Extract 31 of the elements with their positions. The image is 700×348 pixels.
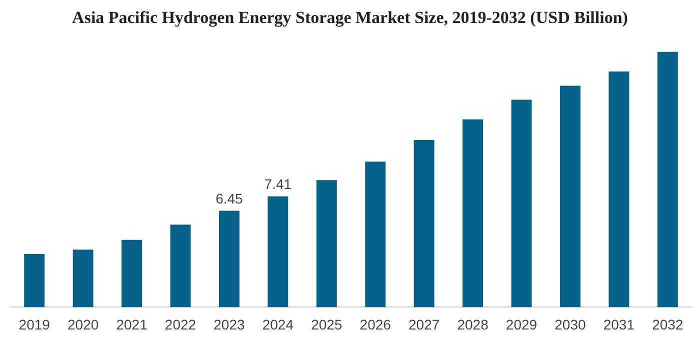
x-tick-label: 2023 [214, 316, 245, 332]
bar [462, 119, 484, 308]
x-tick-label: 2019 [18, 316, 50, 332]
bar [72, 250, 94, 308]
x-tick-label: 2024 [262, 316, 294, 332]
x-tick-label: 2025 [311, 316, 342, 332]
x-tick-label: 2029 [506, 316, 538, 332]
x-tick-label: 2027 [408, 316, 440, 332]
x-tick-label: 2026 [360, 316, 392, 332]
bar [24, 254, 45, 308]
x-tick-label: 2030 [554, 316, 586, 332]
data-label: 7.41 [264, 176, 292, 192]
chart-title: Asia Pacific Hydrogen Energy Storage Market Size, 2019-2032 (USD Billion) [71, 8, 629, 29]
x-tick-label: 2032 [652, 316, 684, 332]
bar [268, 196, 288, 308]
bar [170, 224, 191, 308]
x-tick-label: 2020 [67, 316, 99, 332]
bar [608, 72, 630, 308]
bar [122, 240, 142, 308]
x-tick-label: 2031 [603, 316, 635, 332]
bar [560, 86, 580, 308]
bar [511, 100, 532, 308]
bar [218, 210, 240, 308]
x-tick-label: 2021 [116, 316, 148, 332]
bar [657, 52, 678, 308]
bar [316, 180, 337, 308]
bar [414, 140, 434, 308]
x-tick-label: 2028 [457, 316, 489, 332]
x-tick-label: 2022 [164, 316, 196, 332]
bar [365, 162, 386, 308]
data-label: 6.45 [216, 190, 244, 207]
